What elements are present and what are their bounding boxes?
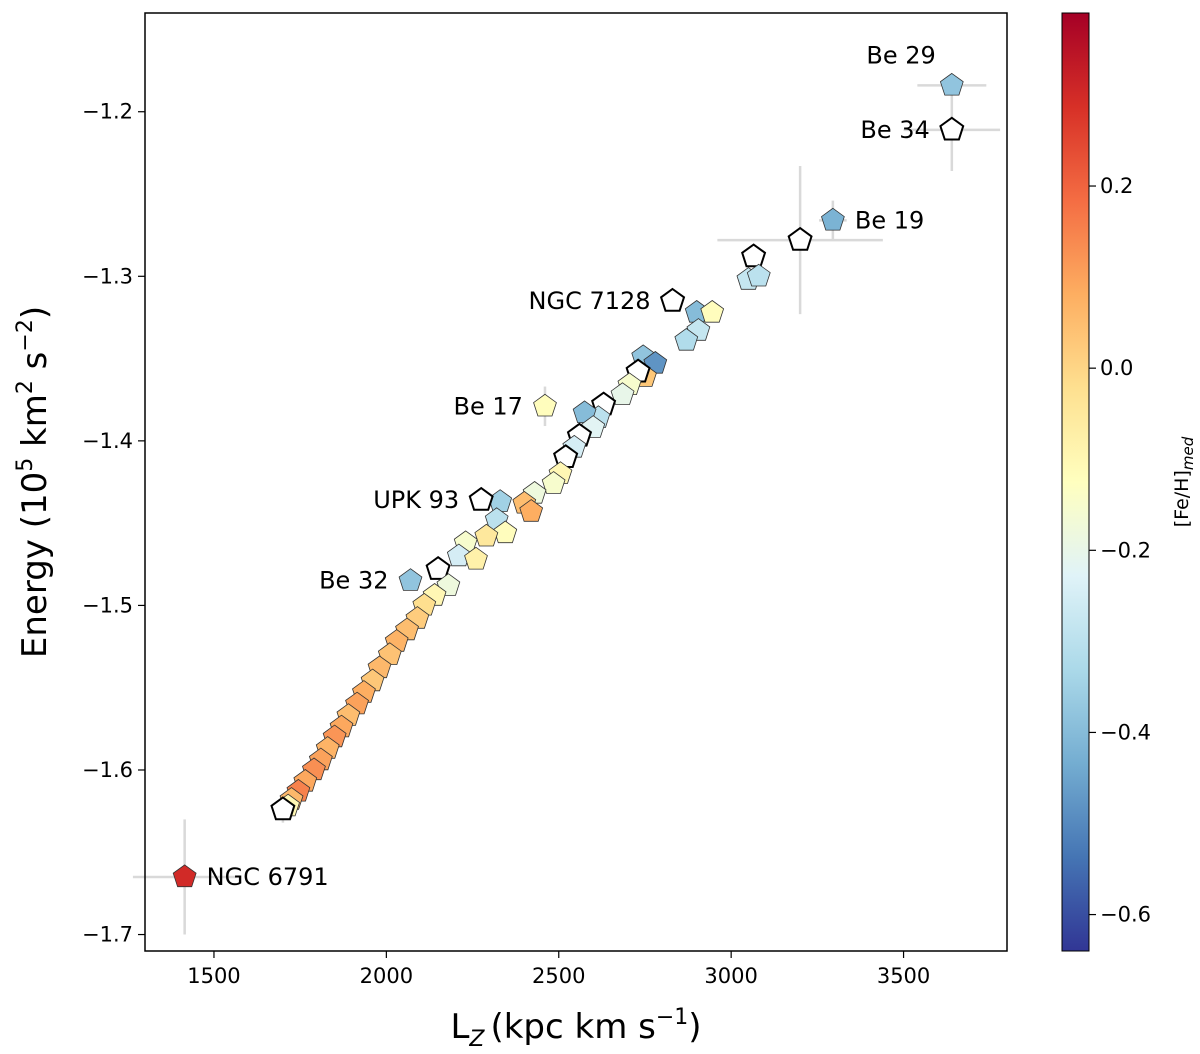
x-axis-title-units: (kpc km s	[490, 1007, 655, 1047]
x-tick-label: 3000	[704, 964, 757, 988]
y-axis-title-end: )	[15, 306, 55, 319]
cluster-marker	[746, 263, 771, 287]
plot-frame	[144, 12, 1008, 952]
cluster-marker	[493, 520, 518, 544]
y-tick-label: −1.4	[82, 429, 133, 453]
y-tick-label: −1.2	[82, 100, 133, 124]
y-axis-title-sup1: 5	[13, 458, 38, 472]
colorbar-title-sub: med	[1179, 436, 1197, 470]
colorbar-tick-label: 0.0	[1100, 356, 1133, 380]
y-axis-title-mid2: s	[15, 352, 55, 381]
x-axis-title: LZ (kpc km s−1)	[450, 1005, 701, 1052]
cluster-marker-upk-93	[468, 486, 494, 511]
cluster-marker	[610, 382, 635, 405]
cluster-marker-be-32	[398, 568, 423, 591]
x-axis-title-units-end: )	[688, 1007, 701, 1047]
cluster-marker-ngc-6791	[172, 864, 197, 888]
x-axis-ticks: 1500 2000 2500 3000 3500	[187, 951, 930, 988]
y-tick-label: −1.6	[82, 758, 133, 782]
colorbar-title: [Fe/H]med	[1171, 436, 1197, 527]
annotation-ngc-7128: NGC 7128	[529, 287, 651, 315]
point-annotations: Be 29 Be 34 Be 19 NGC 7128 Be 17 UPK 93 Be 32 N…	[207, 41, 936, 891]
x-tick-label: 2500	[532, 964, 585, 988]
cluster-marker	[541, 471, 566, 494]
cluster-marker	[474, 523, 499, 547]
colorbar-title-base: [Fe/H]	[1171, 470, 1193, 527]
annotation-upk-93: UPK 93	[373, 486, 459, 514]
cluster-marker	[270, 796, 296, 821]
cluster-marker	[700, 300, 725, 323]
main-plot: 1500 2000 2500 3000 3500 −1.2−1.3−1.4−1.5−1.…	[82, 12, 1008, 988]
y-tick-label: −1.7	[82, 923, 133, 947]
x-axis-title-units-sup: −1	[656, 1005, 688, 1030]
y-axis-title-sup2: 2	[13, 380, 38, 394]
colorbar-tick-label: 0.2	[1100, 174, 1133, 198]
annotation-be-29: Be 29	[866, 41, 935, 69]
cluster-marker-ngc-7128	[659, 287, 686, 312]
annotation-ngc-6791: NGC 6791	[207, 863, 329, 891]
cluster-marker	[674, 328, 699, 351]
cluster-marker-be-19	[821, 207, 845, 231]
annotation-be-17: Be 17	[454, 392, 523, 420]
annotation-be-34: Be 34	[860, 116, 929, 144]
y-axis-title-mid: km	[15, 394, 55, 458]
y-axis-title-sup3: −2	[13, 319, 38, 351]
x-tick-label: 1500	[187, 964, 240, 988]
cluster-marker-be-29	[939, 72, 964, 96]
y-axis-ticks: −1.2 −1.3 −1.4 −1.5 −1.6 −1.7	[82, 100, 145, 947]
y-tick-label: −1.5	[82, 593, 133, 617]
x-tick-label: 2000	[360, 964, 413, 988]
colorbar-tick-label: −0.6	[1100, 903, 1151, 927]
x-axis-title-main: L	[450, 1007, 469, 1047]
annotation-be-32: Be 32	[319, 567, 388, 595]
colorbar-bar	[1061, 12, 1090, 952]
y-tick-label: −1.3	[82, 264, 133, 288]
cluster-marker	[425, 555, 451, 580]
colorbar-tick-label: −0.2	[1100, 538, 1151, 562]
x-tick-label: 3500	[877, 964, 930, 988]
colorbar-ticks: 0.2 0.0 −0.2 −0.4 −0.6	[1089, 174, 1151, 927]
cluster-marker	[464, 546, 488, 570]
colorbar: 0.2 0.0 −0.2 −0.4 −0.6 [Fe/H]med	[1061, 12, 1197, 952]
annotation-be-19: Be 19	[855, 206, 924, 234]
cluster-marker-be-34	[939, 116, 965, 141]
cluster-marker	[741, 243, 767, 268]
cluster-marker	[787, 226, 813, 251]
y-axis-title: Energy (105 km2 s−2)	[13, 306, 55, 658]
data-markers	[172, 72, 965, 888]
cluster-marker	[519, 499, 544, 522]
cluster-marker-be-17	[533, 393, 557, 417]
cluster-marker	[446, 543, 471, 567]
y-axis-title-pre: Energy (10	[15, 472, 55, 658]
colorbar-tick-label: −0.4	[1100, 720, 1151, 744]
x-axis-title-sub: Z	[468, 1027, 485, 1052]
